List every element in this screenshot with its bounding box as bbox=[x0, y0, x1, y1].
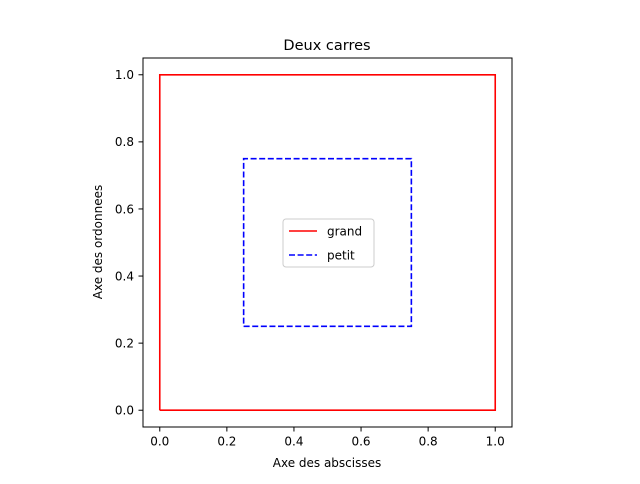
y-tick-label: 0.8 bbox=[115, 135, 134, 149]
x-axis: 0.0 0.2 0.4 0.6 0.8 1.0 bbox=[150, 427, 505, 449]
x-tick-label: 0.8 bbox=[419, 435, 438, 449]
y-tick-label: 0.0 bbox=[115, 404, 134, 418]
x-tick-label: 0.4 bbox=[284, 435, 303, 449]
x-tick-label: 0.2 bbox=[217, 435, 236, 449]
legend-label-petit: petit bbox=[327, 248, 355, 262]
x-tick-label: 0.0 bbox=[150, 435, 169, 449]
series-line-petit bbox=[242, 157, 413, 328]
y-axis: 0.0 0.2 0.4 0.6 0.8 1.0 bbox=[115, 68, 143, 418]
series-line-grand bbox=[158, 73, 497, 412]
x-axis-label: Axe des abscisses bbox=[273, 456, 382, 470]
y-tick-label: 0.2 bbox=[115, 336, 134, 350]
axes-frame bbox=[142, 57, 513, 428]
chart-title: Deux carres bbox=[283, 38, 370, 54]
legend: grand petit bbox=[282, 218, 375, 268]
x-tick-label: 0.6 bbox=[351, 435, 370, 449]
legend-label-grand: grand bbox=[327, 224, 362, 238]
x-tick-label: 1.0 bbox=[486, 435, 505, 449]
series-layer bbox=[158, 73, 497, 412]
y-tick-label: 0.4 bbox=[115, 269, 134, 283]
y-tick-label: 1.0 bbox=[115, 68, 134, 82]
y-axis-label: Axe des ordonnees bbox=[91, 185, 105, 299]
y-tick-label: 0.6 bbox=[115, 202, 134, 216]
